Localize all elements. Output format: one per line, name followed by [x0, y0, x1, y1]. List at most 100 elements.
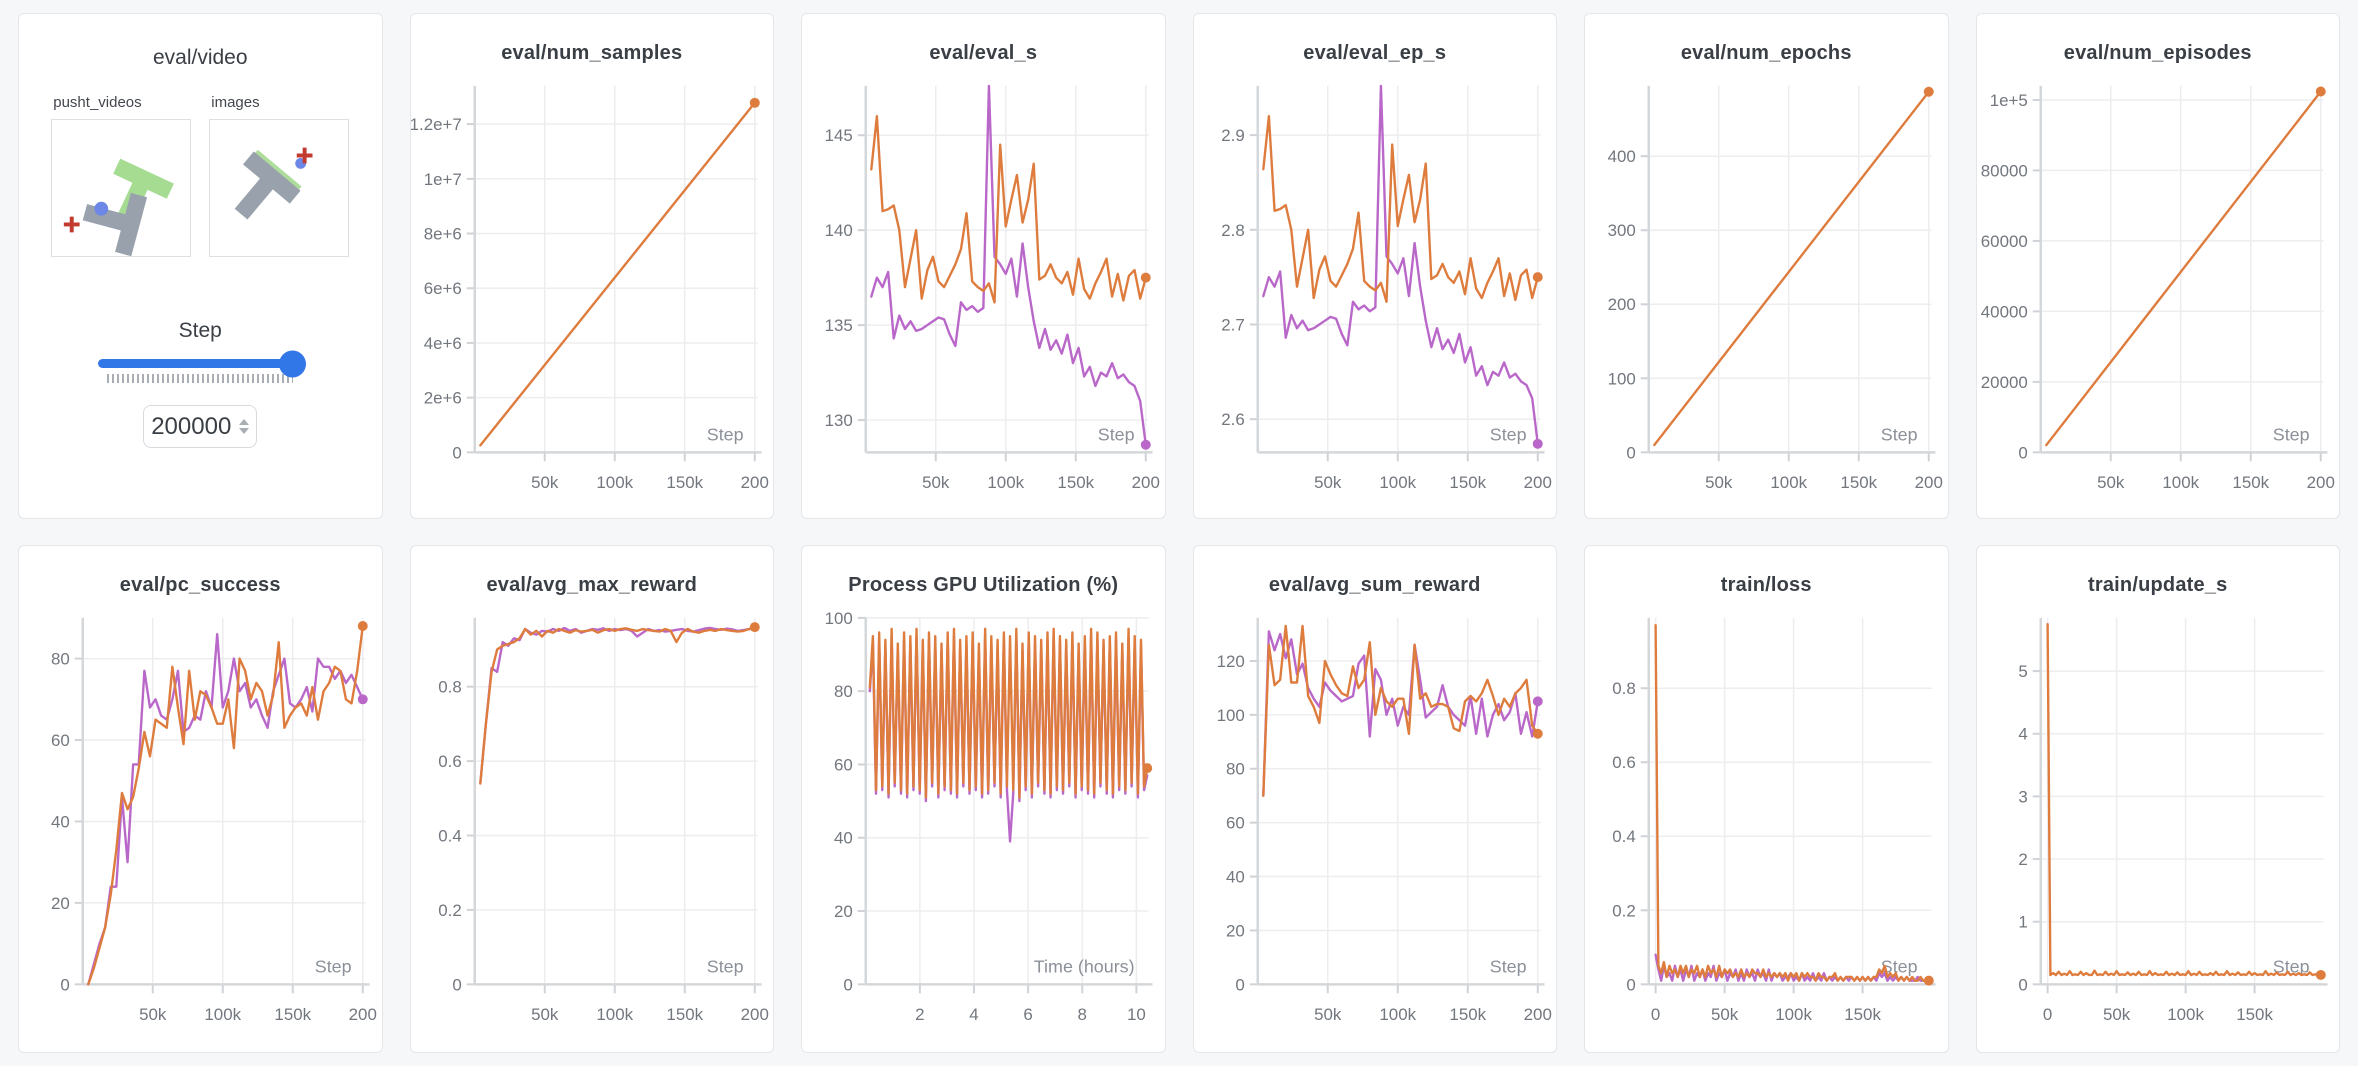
svg-text:40000: 40000	[1980, 302, 2027, 321]
chart-canvas[interactable]: 50k 100k 150k 200 130 135 140 145 Step	[802, 71, 1165, 517]
svg-text:50k: 50k	[1314, 1005, 1342, 1024]
svg-text:150k: 150k	[274, 1005, 311, 1024]
svg-text:0: 0	[1626, 975, 1635, 994]
panel-eval-eval-s: eval/eval_s 50k 100k 150k 200 130 135 140 145 Ste…	[801, 13, 1166, 519]
svg-text:100k: 100k	[1770, 473, 1807, 492]
chart-canvas[interactable]: 50k 100k 150k 200 0 100 200 300 400 Step	[1585, 71, 1948, 517]
pusht-scene-icon	[64, 158, 175, 257]
chart-title: eval/avg_max_reward	[486, 574, 698, 596]
svg-text:200: 200	[2306, 473, 2334, 492]
svg-text:5: 5	[2018, 662, 2027, 681]
svg-text:150k: 150k	[1449, 1005, 1486, 1024]
svg-text:Step: Step	[1881, 956, 1918, 976]
svg-text:200: 200	[1132, 473, 1160, 492]
stepper-down-icon[interactable]	[239, 428, 250, 434]
svg-text:400: 400	[1608, 147, 1636, 166]
svg-text:Step: Step	[706, 424, 743, 444]
svg-text:135: 135	[825, 316, 853, 335]
svg-text:100: 100	[825, 609, 853, 628]
svg-text:50k: 50k	[1711, 1005, 1739, 1024]
media-thumbnail-images[interactable]	[209, 119, 350, 257]
step-input[interactable]: 200000	[143, 405, 258, 448]
svg-text:60000: 60000	[1980, 232, 2027, 251]
svg-text:100k: 100k	[987, 473, 1024, 492]
svg-text:0: 0	[1626, 443, 1635, 462]
panel-eval-pc-success: eval/pc_success 50k 100k 150k 200 0 20 40 60 80 St…	[18, 545, 383, 1053]
svg-text:0.2: 0.2	[1612, 901, 1636, 920]
svg-text:50k: 50k	[139, 1005, 167, 1024]
svg-text:200: 200	[349, 1005, 377, 1024]
svg-text:1: 1	[2018, 913, 2027, 932]
svg-text:0.2: 0.2	[438, 901, 462, 920]
media-caption-images: images	[211, 94, 260, 111]
svg-text:0: 0	[2018, 443, 2027, 462]
svg-text:100k: 100k	[2167, 1005, 2204, 1024]
svg-text:2.6: 2.6	[1221, 410, 1245, 429]
svg-text:Time (hours): Time (hours)	[1034, 956, 1135, 976]
chart-title: eval/num_samples	[501, 42, 683, 64]
goal-cross-icon	[296, 147, 313, 164]
stepper-up-icon[interactable]	[239, 419, 250, 425]
chart-title: Process GPU Utilization (%)	[848, 574, 1119, 596]
chart-canvas[interactable]: 0 50k 100k 150k 0 0.2 0.4 0.6 0.8 Step	[1585, 603, 1948, 1049]
svg-text:100k: 100k	[204, 1005, 241, 1024]
svg-text:0: 0	[1235, 975, 1244, 994]
goal-cross-icon	[64, 216, 80, 233]
svg-text:10: 10	[1127, 1005, 1146, 1024]
step-slider-knob[interactable]	[279, 350, 307, 377]
svg-text:0: 0	[452, 975, 461, 994]
svg-text:140: 140	[825, 221, 853, 240]
svg-text:100: 100	[1216, 706, 1244, 725]
panel-eval-num-epochs: eval/num_epochs 50k 100k 150k 200 0 100 200 300 4…	[1584, 13, 1949, 519]
svg-text:3: 3	[2018, 787, 2027, 806]
stepper-spinner	[239, 419, 250, 434]
chart-canvas[interactable]: 50k 100k 150k 200 0 20 40 60 80 Step	[19, 603, 382, 1049]
svg-text:145: 145	[825, 126, 853, 145]
step-slider[interactable]	[98, 350, 307, 377]
svg-text:60: 60	[51, 731, 70, 750]
chart-canvas[interactable]: 50k 100k 150k 200 0 0.2 0.4 0.6 0.8 Step	[411, 603, 774, 1049]
chart-canvas[interactable]: 0 50k 100k 150k 0 1 2 3 4 5 Step	[1977, 603, 2340, 1049]
svg-text:1e+7: 1e+7	[423, 170, 461, 189]
svg-text:20000: 20000	[1980, 373, 2027, 392]
svg-text:100k: 100k	[1379, 473, 1416, 492]
svg-text:Step: Step	[1881, 424, 1918, 444]
panel-eval-avg-max-reward: eval/avg_max_reward 50k 100k 150k 200 0 0.2 0.4…	[409, 545, 774, 1053]
svg-text:200: 200	[1523, 1005, 1551, 1024]
step-slider-label: Step	[178, 319, 222, 342]
svg-text:0.8: 0.8	[1612, 679, 1636, 698]
svg-text:130: 130	[825, 411, 853, 430]
svg-text:8: 8	[1078, 1005, 1087, 1024]
svg-text:50k: 50k	[1705, 473, 1733, 492]
panel-eval-eval-ep-s: eval/eval_ep_s 50k 100k 150k 200 2.6 2.7 2.8 2.9…	[1192, 13, 1557, 519]
svg-text:50k: 50k	[531, 473, 559, 492]
svg-text:2: 2	[915, 1005, 924, 1024]
svg-text:8e+6: 8e+6	[423, 225, 461, 244]
chart-title: eval/pc_success	[119, 574, 281, 596]
svg-text:150k: 150k	[1840, 473, 1877, 492]
svg-text:1.2e+7: 1.2e+7	[411, 115, 462, 134]
svg-text:150k: 150k	[1057, 473, 1094, 492]
media-thumbnail-pusht-videos[interactable]	[51, 119, 192, 257]
chart-title: train/loss	[1720, 574, 1812, 596]
chart-canvas[interactable]: 50k 100k 150k 200 0 20000 40000 60000 80000 1e+5 S…	[1977, 71, 2340, 517]
chart-canvas[interactable]: 50k 100k 150k 200 0 20 40 60 80 100 120 Step	[1194, 603, 1557, 1049]
svg-text:0: 0	[2018, 975, 2027, 994]
gray-t-block	[82, 192, 148, 257]
chart-canvas[interactable]: 50k 100k 150k 200 0 2e+6 4e+6 6e+6 8e+6 1e+7 1.2e+…	[411, 71, 774, 517]
panel-eval-num-samples: eval/num_samples 50k 100k 150k 200 0 2e+6 4e+6 6…	[409, 13, 774, 519]
svg-text:50k: 50k	[922, 473, 950, 492]
pusht-scene-icon	[234, 147, 313, 220]
svg-text:300: 300	[1608, 221, 1636, 240]
panel-eval-video: eval/video pusht_videos	[18, 13, 383, 519]
svg-text:120: 120	[1216, 652, 1244, 671]
svg-text:0.6: 0.6	[1612, 753, 1636, 772]
svg-text:40: 40	[51, 812, 70, 831]
svg-text:0.8: 0.8	[438, 678, 462, 697]
svg-text:100k: 100k	[596, 473, 633, 492]
chart-canvas[interactable]: 50k 100k 150k 200 2.6 2.7 2.8 2.9 Step	[1194, 71, 1557, 517]
svg-text:Step: Step	[1489, 956, 1526, 976]
svg-text:0: 0	[843, 975, 852, 994]
media-caption-pusht-videos: pusht_videos	[53, 94, 142, 111]
